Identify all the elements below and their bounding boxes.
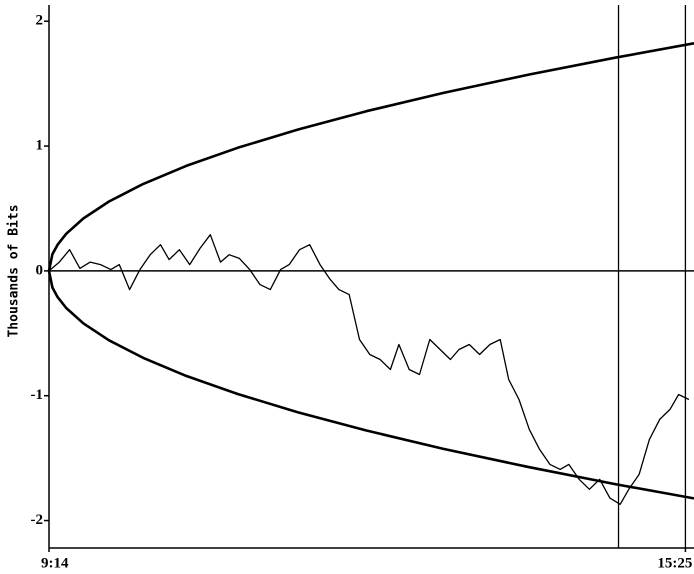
y-axis-label: Thousands of Bits	[7, 204, 22, 337]
y-tick-label: -2	[31, 512, 44, 528]
y-tick-label: -1	[31, 387, 44, 403]
x-tick-label: 15:25	[657, 555, 692, 571]
y-tick-label: 0	[36, 262, 44, 278]
y-tick-label: 2	[36, 13, 44, 29]
series-line	[47, 270, 694, 500]
y-tick-label: 1	[36, 137, 44, 153]
series-line	[47, 42, 694, 272]
series-line	[48, 234, 690, 505]
x-tick-label: 9:14	[41, 555, 69, 571]
